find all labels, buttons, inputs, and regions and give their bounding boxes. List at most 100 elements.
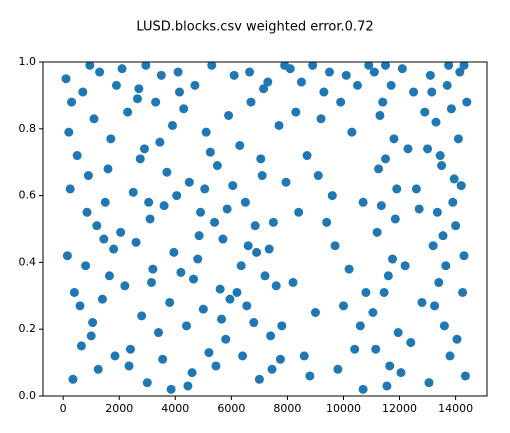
point xyxy=(254,374,264,384)
y-tick-label: 0.0 xyxy=(19,389,37,402)
point xyxy=(176,267,186,277)
point xyxy=(245,67,255,77)
point xyxy=(259,84,269,94)
x-tick-label: 14000 xyxy=(438,402,473,415)
point xyxy=(217,314,227,324)
point xyxy=(193,254,203,264)
point xyxy=(379,287,389,297)
x-tick-label: 6000 xyxy=(217,402,245,415)
point xyxy=(271,281,281,291)
point xyxy=(435,151,445,161)
point xyxy=(449,174,459,184)
point xyxy=(125,344,135,354)
point xyxy=(132,94,142,104)
point xyxy=(411,184,421,194)
point xyxy=(302,151,312,161)
point xyxy=(128,187,138,197)
point xyxy=(267,364,277,374)
point xyxy=(313,171,323,181)
point xyxy=(218,234,228,244)
point xyxy=(371,344,381,354)
point xyxy=(453,134,463,144)
point xyxy=(162,167,172,177)
point xyxy=(88,318,98,328)
point xyxy=(179,104,189,114)
x-tick-label: 12000 xyxy=(382,402,417,415)
point xyxy=(414,204,424,214)
y-tick-label: 0.6 xyxy=(19,189,37,202)
y-tick-label: 0.4 xyxy=(19,255,37,268)
point xyxy=(322,217,332,227)
point xyxy=(383,271,393,281)
point xyxy=(168,120,177,130)
point xyxy=(69,287,79,297)
point xyxy=(382,381,392,391)
point xyxy=(291,107,301,117)
point xyxy=(68,374,78,384)
point xyxy=(437,161,447,171)
point xyxy=(448,197,458,207)
point xyxy=(441,261,451,271)
point xyxy=(229,70,239,80)
point xyxy=(374,164,384,174)
point xyxy=(215,284,225,294)
point xyxy=(444,62,454,70)
point xyxy=(324,67,334,77)
point xyxy=(403,144,413,154)
point xyxy=(72,151,82,161)
point xyxy=(260,271,270,281)
point xyxy=(427,87,437,97)
point xyxy=(250,221,260,231)
point xyxy=(406,338,416,348)
point xyxy=(134,84,144,94)
point xyxy=(390,214,400,224)
point xyxy=(423,144,433,154)
point xyxy=(434,277,444,287)
point xyxy=(455,67,465,77)
point xyxy=(120,281,130,291)
point xyxy=(425,70,435,80)
point xyxy=(256,154,266,164)
point xyxy=(124,361,134,371)
point xyxy=(364,62,374,70)
point xyxy=(106,134,116,144)
point xyxy=(358,384,368,394)
point xyxy=(221,334,231,344)
point xyxy=(183,381,193,391)
point xyxy=(249,318,259,328)
point xyxy=(65,184,75,194)
point xyxy=(246,97,256,107)
point xyxy=(75,301,85,311)
point xyxy=(378,97,388,107)
point xyxy=(397,64,407,74)
point xyxy=(135,154,145,164)
point xyxy=(294,207,304,217)
point xyxy=(175,87,185,97)
point xyxy=(277,321,287,331)
point xyxy=(151,97,161,107)
point xyxy=(263,77,273,87)
point xyxy=(228,181,238,191)
point xyxy=(82,207,92,217)
point xyxy=(430,301,440,311)
point xyxy=(212,161,222,171)
point xyxy=(361,287,371,297)
point xyxy=(155,137,165,147)
point xyxy=(116,227,126,237)
point xyxy=(350,344,360,354)
point xyxy=(67,97,77,107)
point xyxy=(333,364,343,374)
point xyxy=(97,294,107,304)
point xyxy=(446,104,456,114)
point xyxy=(146,277,156,287)
point xyxy=(296,77,306,87)
y-tick-label: 0.8 xyxy=(19,122,37,135)
point xyxy=(159,201,169,211)
point xyxy=(375,110,385,120)
y-tick-label: 1.0 xyxy=(19,55,37,68)
point xyxy=(123,107,133,117)
point xyxy=(460,371,470,381)
point xyxy=(100,197,110,207)
point xyxy=(95,67,105,77)
